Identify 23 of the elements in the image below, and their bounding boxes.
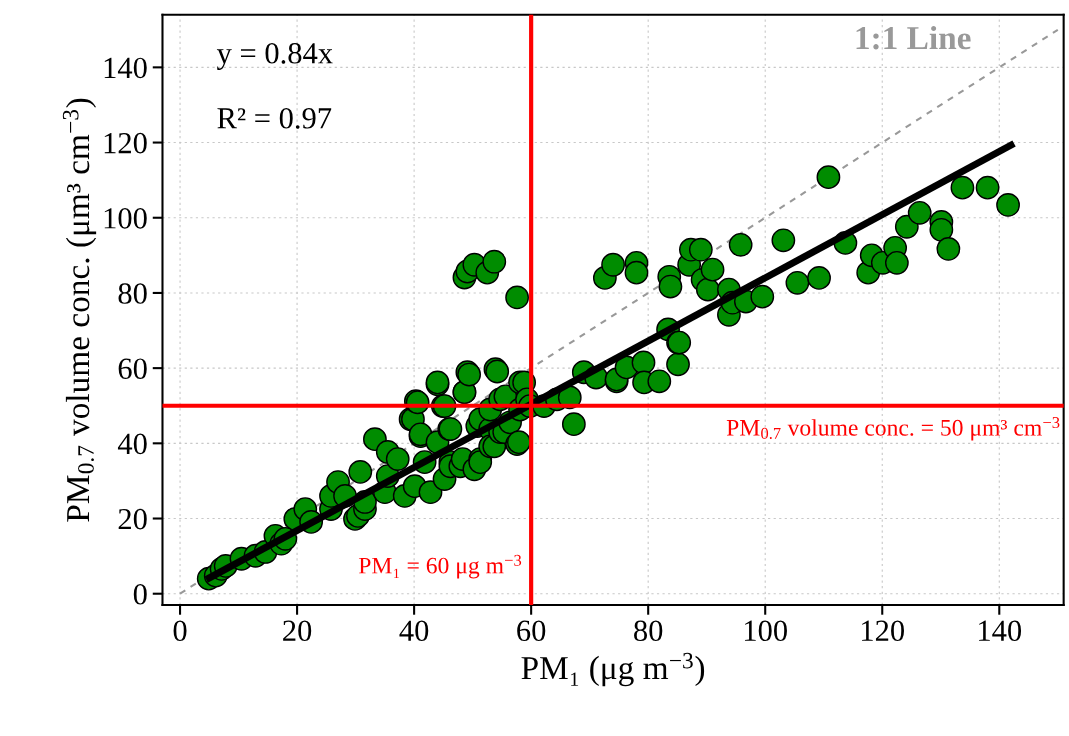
- y-tick-label: 0: [133, 583, 147, 605]
- x-tick-label: 40: [399, 620, 429, 642]
- x-tick-label: 60: [517, 620, 546, 642]
- y-tick-label: 40: [117, 433, 147, 455]
- y-axis-title: PM$_{0.7}$ volume conc. (μm³ cm$^{−3}$): [62, 98, 97, 522]
- y-tick-label: 140: [104, 57, 147, 79]
- x-tick-label: 0: [173, 620, 187, 642]
- ref-line-label: PM$_{0.7}$ volume conc. = 50 μm³ cm$^{−3}$: [726, 417, 1060, 441]
- annotation: y = 0.84x: [216, 42, 333, 70]
- ref-line-label: PM₁ = 60 μg m$^{−3}$: [358, 554, 522, 579]
- x-axis-title: PM₁ (μg m$^{−3}$): [521, 652, 705, 687]
- y-tick-label: 120: [104, 132, 147, 154]
- x-tick-label: 20: [283, 620, 312, 642]
- annotation: R² = 0.97: [217, 108, 332, 129]
- series-label: 1:1 Line: [856, 25, 971, 50]
- x-tick-label: 100: [744, 620, 787, 642]
- x-tick-label: 80: [634, 620, 663, 642]
- y-tick-label: 80: [118, 283, 147, 304]
- y-tick-label: 20: [118, 508, 147, 530]
- x-tick-label: 120: [862, 620, 904, 642]
- y-tick-label: 60: [118, 358, 147, 380]
- x-tick-label: 140: [979, 620, 1022, 642]
- y-tick-label: 100: [104, 208, 147, 229]
